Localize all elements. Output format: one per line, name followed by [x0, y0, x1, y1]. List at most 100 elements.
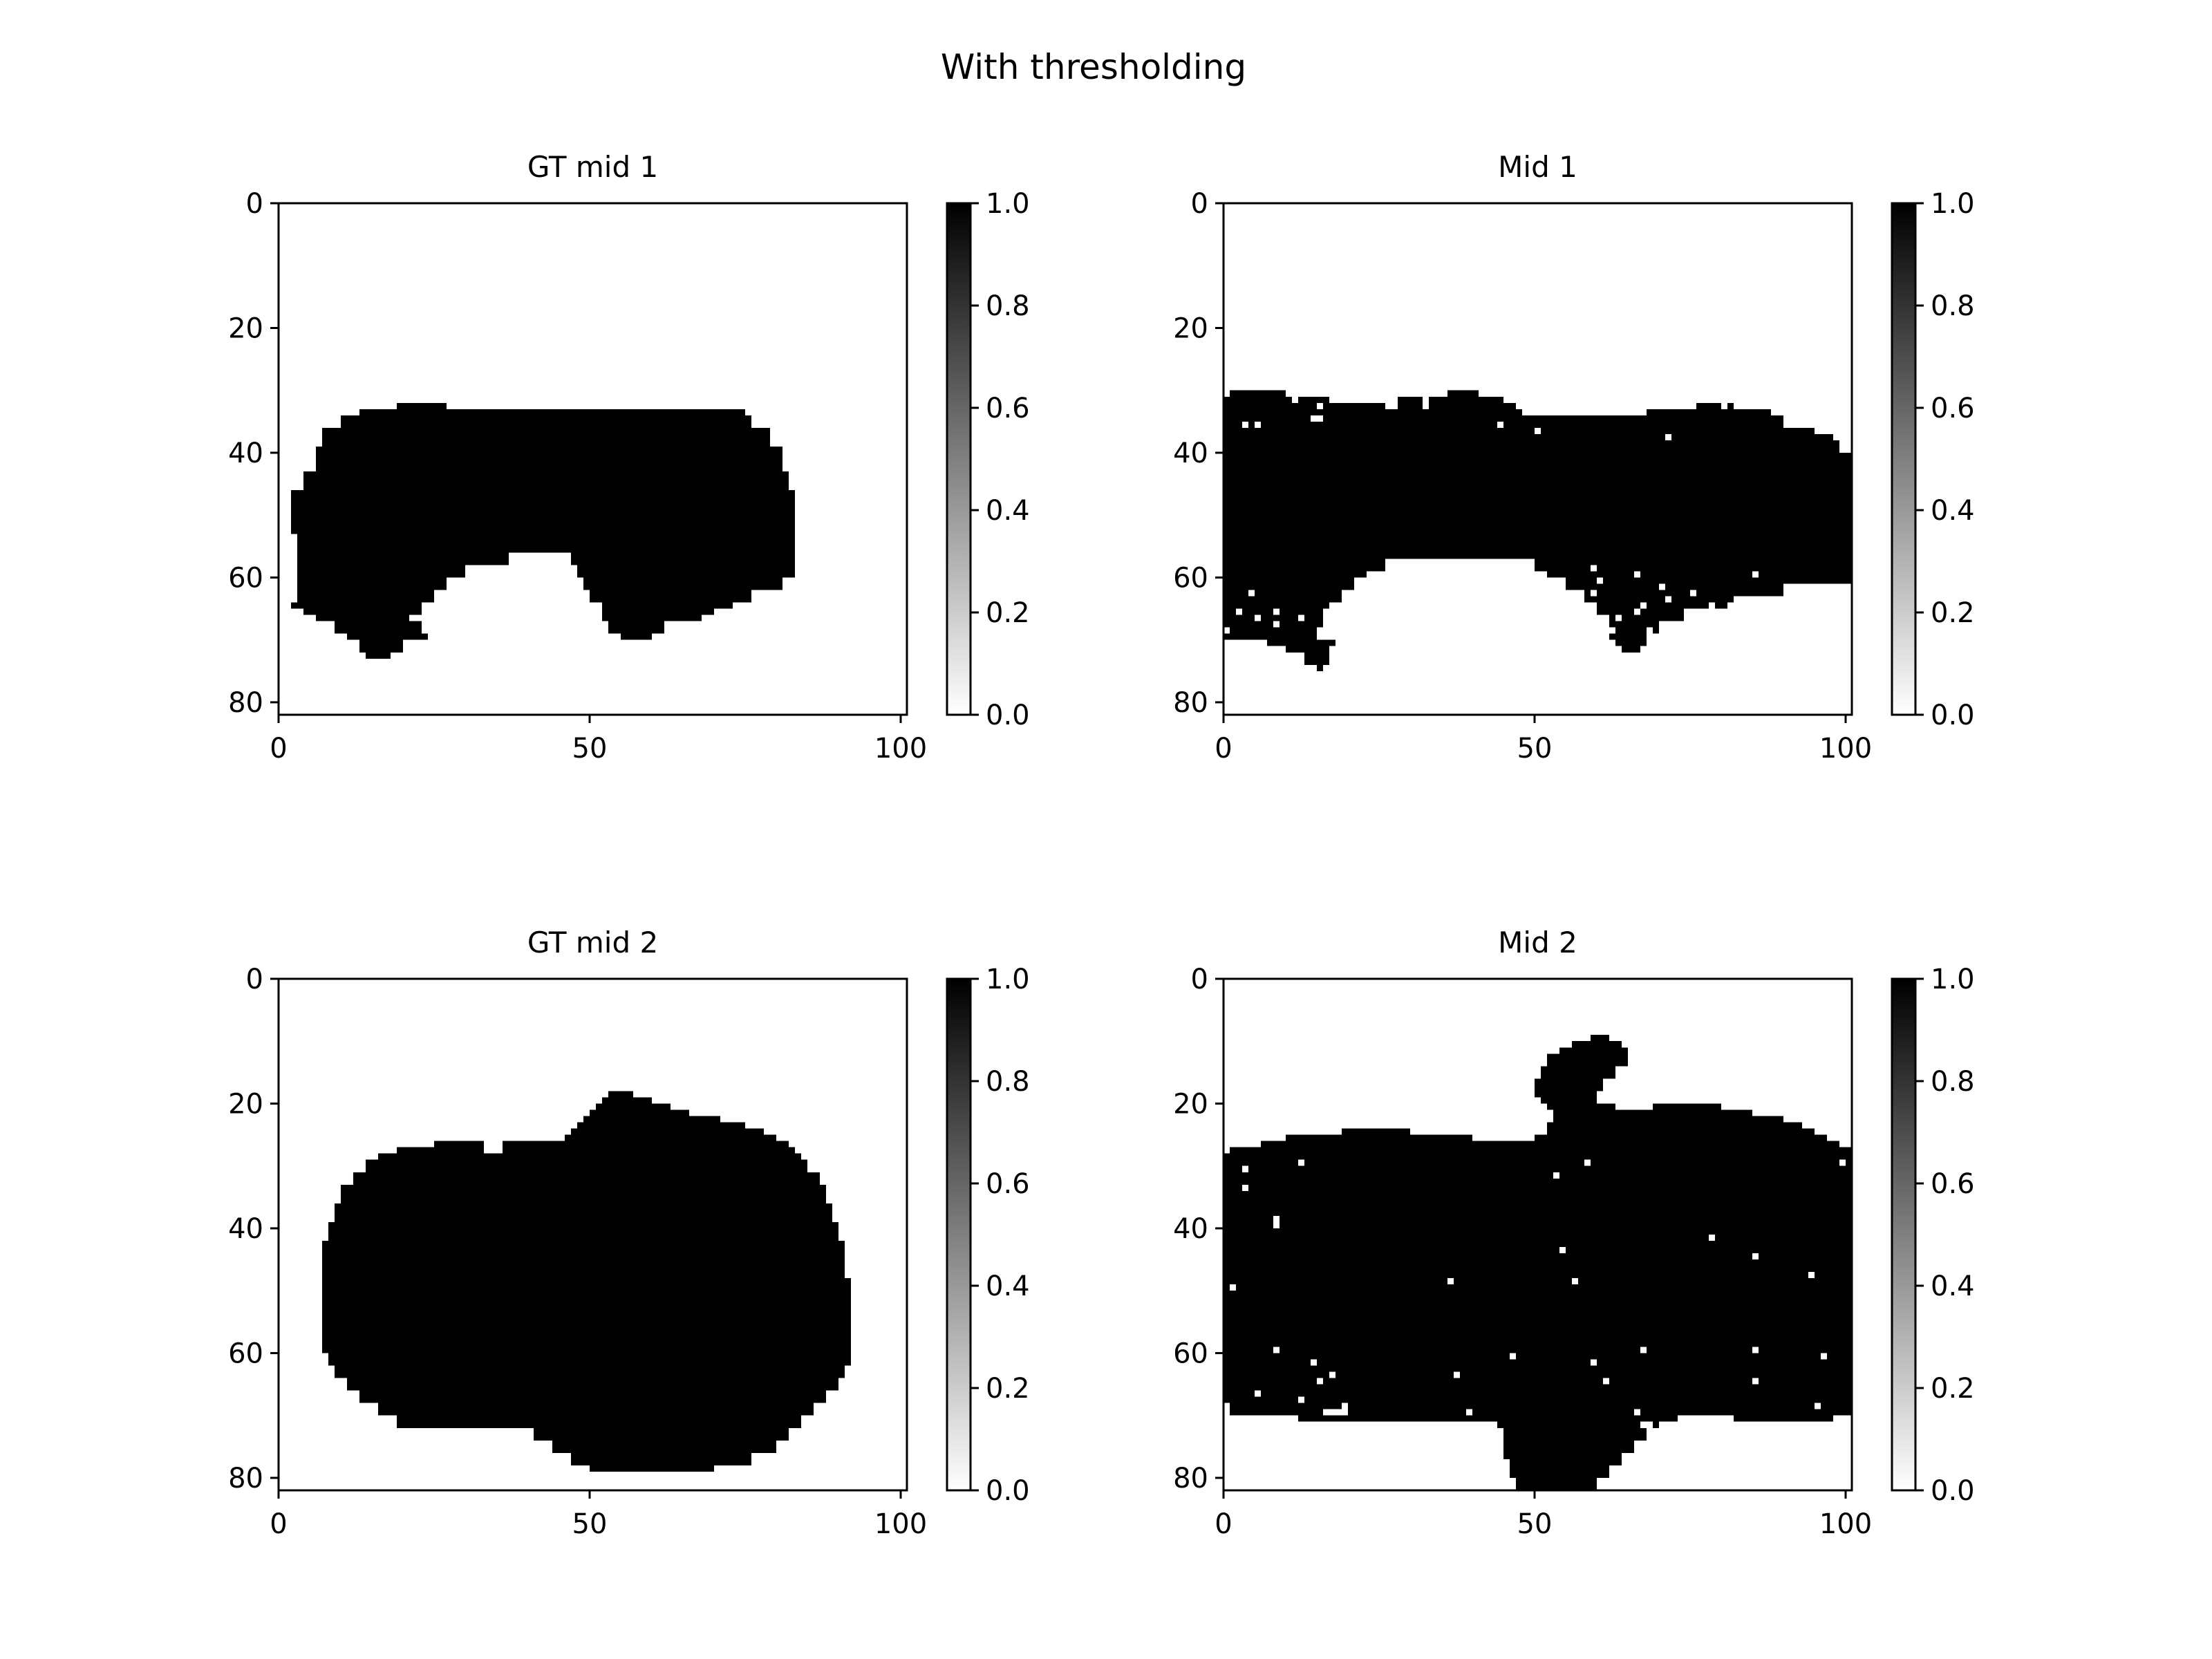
heatmap-speckle-cell [1827, 1483, 1833, 1490]
heatmap-speckle-cell [1242, 278, 1248, 285]
heatmap-cell-block [1224, 396, 1329, 403]
figure-title: With thresholding [941, 47, 1246, 87]
heatmap-speckle-cell [1510, 1353, 1516, 1360]
heatmap-speckle-cell [1466, 608, 1472, 615]
heatmap-speckle-cell [1796, 602, 1802, 609]
colorbar-tick-label: 0.2 [1931, 597, 1975, 629]
heatmap-cell-block [1503, 1440, 1634, 1453]
heatmap-speckle-cell [1242, 421, 1248, 428]
y-tick-label: 40 [228, 438, 263, 469]
heatmap-cell-block [1230, 1147, 1852, 1154]
heatmap-speckle-cell [1578, 615, 1584, 621]
heatmap-speckle-cell [1572, 1278, 1578, 1285]
heatmap-zero-block [409, 615, 602, 621]
heatmap-speckle-cell [1242, 1165, 1248, 1172]
panel-title: GT mid 1 [527, 150, 658, 184]
x-tick-label: 100 [1819, 1508, 1872, 1540]
heatmap-speckle-cell [1248, 1465, 1255, 1472]
y-tick-label: 0 [246, 964, 263, 995]
heatmap-speckle-cell [1690, 590, 1696, 597]
heatmap-cell-block [1286, 1134, 1472, 1141]
heatmap-cell-block [328, 1221, 838, 1241]
colorbar [1891, 202, 1917, 716]
heatmap-speckle-cell [1591, 565, 1597, 572]
y-tick-label: 60 [228, 1338, 263, 1369]
heatmap-cell-block [353, 1172, 820, 1185]
heatmap-cell-block [316, 446, 782, 472]
heatmap-speckle-cell [1709, 633, 1715, 640]
heatmap-speckle-cell [1628, 789, 1634, 796]
heatmap-speckle-cell [1541, 409, 1547, 415]
heatmap-speckle-cell [1634, 1409, 1640, 1416]
heatmap-cell-block [1447, 390, 1479, 397]
heatmap-cell-block [1267, 639, 1335, 646]
heatmap-speckle-cell [1522, 402, 1528, 409]
heatmap-cell-block [1541, 1066, 1615, 1079]
heatmap-speckle-cell [1329, 608, 1335, 615]
x-tick-label: 0 [1215, 733, 1232, 765]
heatmap-cell-block [1224, 402, 1385, 409]
heatmap-cell-block [434, 1141, 789, 1147]
heatmap-speckle-cell [1391, 590, 1398, 597]
heatmap-speckle-cell [1342, 1403, 1348, 1409]
heatmap-speckle-cell [1584, 1159, 1591, 1166]
x-tick-label: 50 [1517, 733, 1553, 765]
y-tick-label: 60 [228, 562, 263, 594]
heatmap-cell-block [359, 1390, 826, 1403]
heatmap-speckle-cell [1348, 1528, 1354, 1535]
heatmap-speckle-cell [1640, 1421, 1647, 1428]
heatmap-speckle-cell [1273, 1221, 1280, 1228]
heatmap-speckle-cell [1684, 633, 1690, 640]
panel-mid-1: Mid 1 0 50 100 0 20 40 60 80 0.0 0.2 0.4 0.6 0.8 1.0 [1173, 150, 1975, 834]
colorbar-tick-label: 0.8 [986, 1066, 1030, 1098]
heatmap-zero-block [1839, 440, 1852, 453]
heatmap-cell-block [1547, 1122, 1802, 1129]
y-tick-label: 80 [1173, 687, 1208, 719]
heatmap-speckle-cell [1821, 1353, 1827, 1360]
heatmap-cell-block [1622, 646, 1640, 653]
colorbar-tick-label: 0.8 [1931, 290, 1975, 322]
colorbar-tick-label: 0.6 [986, 393, 1030, 424]
heatmap-speckle-cell [1398, 602, 1404, 609]
heatmap-speckle-cell [1740, 328, 1746, 335]
heatmap-speckle-cell [1528, 390, 1535, 397]
heatmap-speckle-cell [1379, 639, 1385, 646]
heatmap-speckle-cell [1497, 390, 1503, 397]
heatmap-speckle-cell [1659, 583, 1665, 590]
heatmap-speckle-cell [1541, 602, 1547, 609]
heatmap-speckle-cell [1709, 602, 1715, 609]
heatmap-speckle-cell [1255, 1390, 1261, 1397]
heatmap-speckle-cell [1808, 1272, 1815, 1279]
heatmap-speckle-cell [1715, 1465, 1721, 1472]
heatmap-speckle-cell [1429, 621, 1435, 628]
heatmap-speckle-cell [1255, 615, 1261, 621]
heatmap-cell-block [1553, 1109, 1752, 1116]
heatmap-speckle-cell [1311, 415, 1317, 422]
heatmap-speckle-cell [1323, 608, 1329, 615]
heatmap-speckle-cell [1261, 315, 1267, 322]
heatmap-speckle-cell [1230, 1427, 1236, 1434]
y-tick-label: 40 [1173, 438, 1208, 469]
heatmap-cell-block [303, 471, 789, 491]
heatmap-speckle-cell [1703, 608, 1709, 615]
heatmap-cell-block [1398, 396, 1503, 403]
heatmap-speckle-cell [1317, 1378, 1323, 1385]
panel-title: Mid 1 [1498, 150, 1577, 184]
heatmap-speckle-cell [1746, 1521, 1752, 1528]
heatmap-cell-block [1342, 1128, 1410, 1135]
heatmap-zero-block [1665, 596, 1671, 603]
heatmap-speckle-cell [1329, 1371, 1335, 1378]
y-tick-label: 20 [228, 1088, 263, 1120]
x-tick-label: 100 [874, 733, 927, 765]
heatmap-speckle-cell [1833, 621, 1839, 628]
heatmap-zero-block [422, 621, 608, 634]
heatmap-image [1224, 1010, 1852, 1572]
heatmap-speckle-cell [1398, 1471, 1404, 1478]
colorbar-tick-label: 0.8 [986, 290, 1030, 322]
panel-mid-2: Mid 2 0 50 100 0 20 40 60 80 0.0 0.2 0.4 0.6 0.8 1.0 [1173, 926, 1975, 1572]
heatmap-speckle-cell [1435, 1022, 1441, 1029]
heatmap-cell-block [1615, 639, 1647, 646]
x-tick-label: 100 [874, 1508, 927, 1540]
heatmap-speckle-cell [1385, 796, 1391, 803]
